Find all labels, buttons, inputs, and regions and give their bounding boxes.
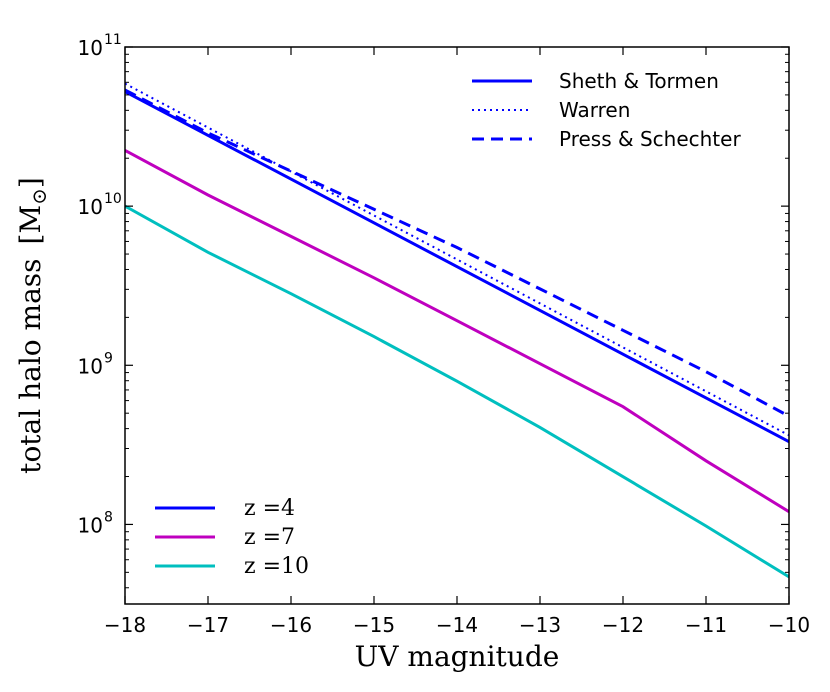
x-tick-label: −11 [685, 613, 727, 637]
x-tick-label: −17 [187, 613, 229, 637]
x-tick-label: −16 [270, 613, 312, 637]
y-tick-exponent: 11 [104, 32, 122, 48]
x-tick-label: −12 [602, 613, 644, 637]
series-lines [125, 82, 789, 579]
x-tick-label: −14 [436, 613, 478, 637]
series-line-z10-solid [125, 204, 789, 579]
y-tick-label: 10 [78, 354, 103, 378]
x-tick-label: −18 [104, 613, 146, 637]
x-tick-label: −10 [768, 613, 810, 637]
x-tick-label: −15 [353, 613, 395, 637]
legend-label: z =4 [244, 496, 295, 521]
series-line-z4-dashed [125, 88, 789, 418]
legend-label: Sheth & Tormen [559, 69, 719, 93]
y-tick-exponent: 9 [104, 350, 113, 366]
y-tick-label: 10 [78, 195, 103, 219]
y-axis-unit-sub: ⊙ [27, 188, 51, 205]
y-axis-unit: [M [14, 205, 47, 245]
legend-label: z =10 [244, 554, 309, 579]
y-tick-label: 10 [78, 36, 103, 60]
legend-label: Warren [559, 98, 630, 122]
y-tick-exponent: 8 [104, 509, 113, 525]
legend-redshift: z =4 z =7 z =10 [155, 496, 309, 579]
y-tick-label: 10 [78, 513, 103, 537]
legend-label: Press & Schechter [559, 127, 741, 151]
y-axis-unit-close: ] [14, 177, 47, 188]
y-tick-exponent: 10 [104, 191, 122, 207]
legend-models: Sheth & Tormen Warren Press & Schechter [472, 69, 741, 151]
series-line-z4-solid [125, 90, 789, 444]
series-line-z7-solid [125, 149, 789, 513]
y-axis-label-text: total halo mass [14, 258, 47, 473]
legend-label: z =7 [244, 525, 295, 550]
x-axis-label: UV magnitude [355, 640, 560, 673]
axis-ticks [124, 46, 790, 604]
y-axis-label: total halo mass [M⊙] [14, 177, 51, 474]
x-tick-label: −13 [519, 613, 561, 637]
